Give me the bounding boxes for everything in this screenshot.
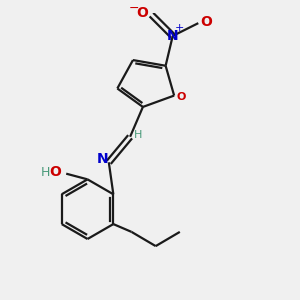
Text: O: O bbox=[50, 165, 61, 179]
Text: H: H bbox=[134, 130, 142, 140]
Text: O: O bbox=[177, 92, 186, 102]
Text: O: O bbox=[200, 15, 212, 29]
Text: +: + bbox=[174, 23, 184, 33]
Text: O: O bbox=[136, 6, 148, 20]
Text: −: − bbox=[129, 2, 139, 15]
Text: N: N bbox=[167, 29, 178, 43]
Text: N: N bbox=[97, 152, 108, 167]
Text: H: H bbox=[41, 166, 50, 179]
